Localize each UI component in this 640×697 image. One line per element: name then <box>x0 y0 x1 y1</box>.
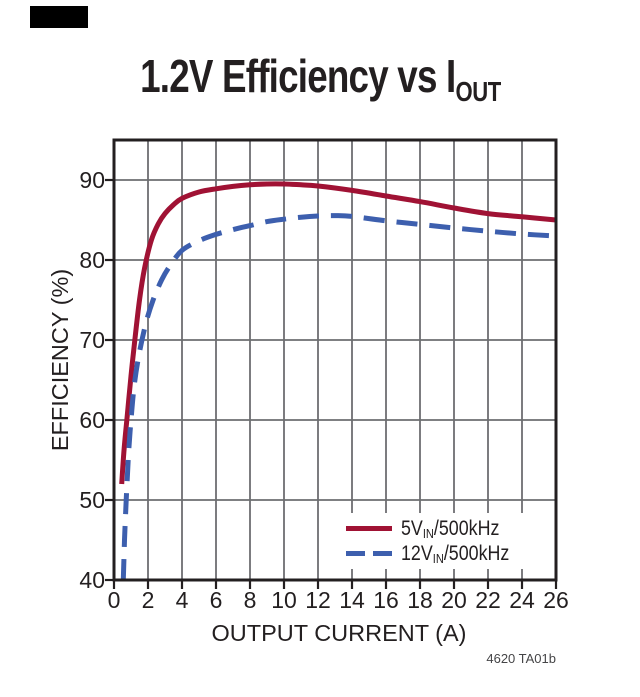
x-tick-label: 8 <box>244 587 257 613</box>
y-tick-marks <box>105 178 113 582</box>
legend-item-12vin: 12VIN/500kHz <box>338 541 553 566</box>
legend-label-5vin-main: 5V <box>401 516 423 540</box>
y-tick-labels: 40 50 60 70 80 90 <box>79 167 105 593</box>
x-axis-title: OUTPUT CURRENT (A) <box>211 620 466 646</box>
series-line-0 <box>119 181 557 485</box>
x-tick-label: 16 <box>373 587 399 613</box>
x-gridlines <box>147 140 523 580</box>
x-tick-label: 20 <box>441 587 467 613</box>
chart-title-subscript: OUT <box>454 75 501 107</box>
x-tick-marks <box>112 581 558 589</box>
legend-item-5vin: 5VIN/500kHz <box>338 516 553 541</box>
x-tick-label: 26 <box>543 587 569 613</box>
y-tick-label: 80 <box>79 247 105 273</box>
chart-title: 1.2V Efficiency vs IOUT <box>0 49 640 107</box>
chart-title-main: 1.2V Efficiency vs I <box>139 50 456 102</box>
x-tick-label: 24 <box>509 587 535 613</box>
legend-line-dashed-icon <box>346 551 392 556</box>
legend-swatch-blue-dash2 <box>373 551 392 556</box>
legend-label-5vin-subscript: IN <box>422 526 434 542</box>
y-tick-label: 70 <box>79 327 105 353</box>
figure-reference-number: 4620 TA01b <box>486 651 556 666</box>
corner-redaction-block <box>30 6 88 28</box>
legend: 5VIN/500kHz 12VIN/500kHz <box>338 513 553 569</box>
x-tick-label: 22 <box>475 587 501 613</box>
y-tick-label: 50 <box>79 487 105 513</box>
y-tick-label: 60 <box>79 407 105 433</box>
x-tick-label: 2 <box>142 587 155 613</box>
legend-label-12vin-suffix: /500kHz <box>443 541 510 565</box>
x-tick-label: 0 <box>108 587 121 613</box>
x-tick-label: 14 <box>339 587 365 613</box>
chart-title-text: 1.2V Efficiency vs IOUT <box>139 49 501 107</box>
y-axis-title: EFFICIENCY (%) <box>47 269 73 451</box>
series-line-1 <box>120 213 557 581</box>
x-tick-label: 4 <box>176 587 189 613</box>
x-tick-label: 10 <box>271 587 297 613</box>
legend-swatch-red <box>346 526 392 531</box>
legend-label-5vin: 5VIN/500kHz <box>401 516 500 542</box>
plot-frame <box>112 138 558 582</box>
legend-label-12vin: 12VIN/500kHz <box>401 541 510 567</box>
x-tick-label: 18 <box>407 587 433 613</box>
y-gridlines <box>114 179 556 501</box>
x-tick-label: 12 <box>305 587 331 613</box>
legend-swatch-blue-dash1 <box>346 551 365 556</box>
legend-label-12vin-subscript: IN <box>432 551 444 567</box>
y-tick-label: 90 <box>79 167 105 193</box>
legend-line-solid-icon <box>346 526 392 531</box>
x-tick-labels: 0 2 4 6 8 10 12 14 16 18 20 22 24 26 <box>108 587 569 613</box>
y-tick-label: 40 <box>79 567 105 593</box>
legend-label-12vin-main: 12V <box>401 541 433 565</box>
x-tick-label: 6 <box>210 587 223 613</box>
legend-label-5vin-suffix: /500kHz <box>433 516 500 540</box>
